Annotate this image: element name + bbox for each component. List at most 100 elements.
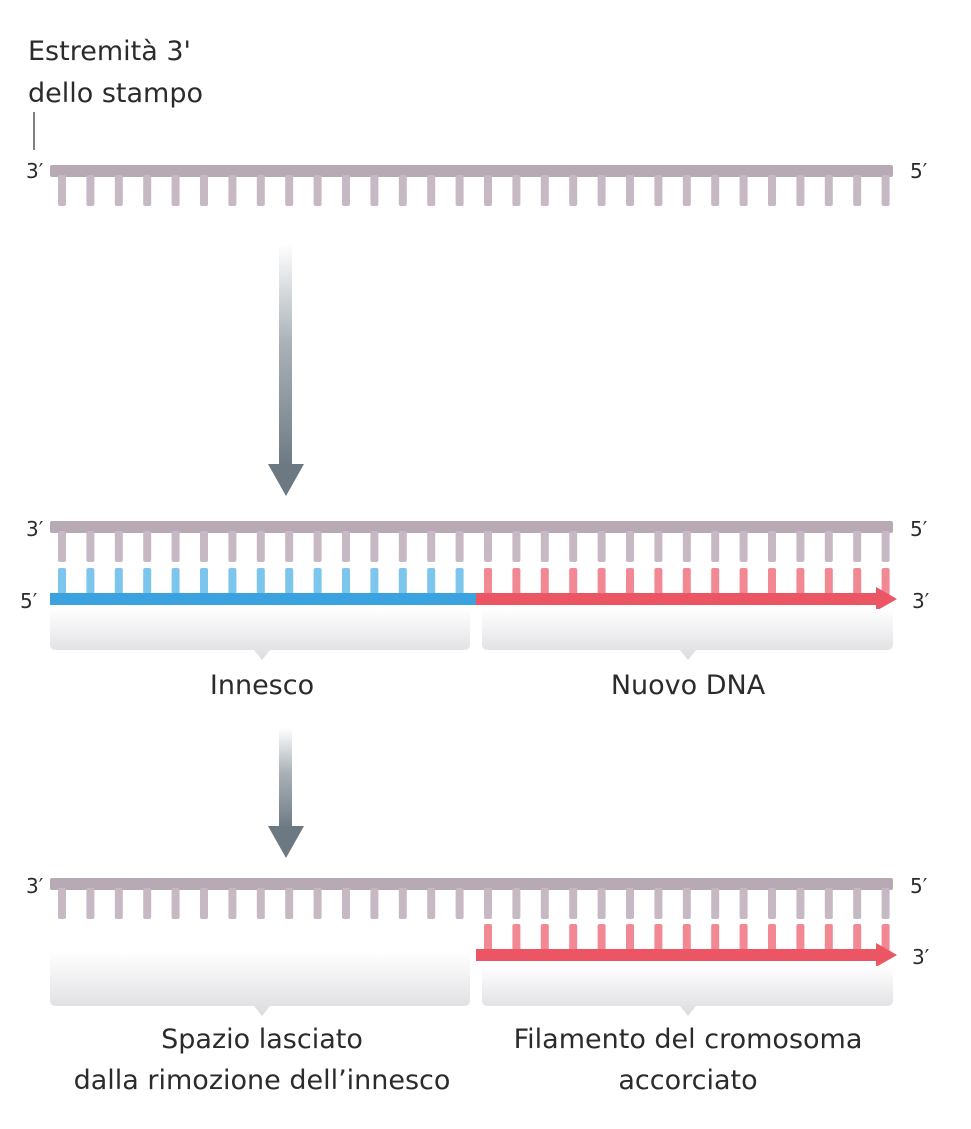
template-base — [228, 175, 237, 206]
template-base — [370, 175, 379, 206]
template-teeth — [58, 888, 890, 919]
primer-strand — [50, 593, 476, 605]
end-label-5prime: 5′ — [910, 517, 928, 541]
template-base — [569, 531, 578, 562]
gap-label-line1: Spazio lasciato — [161, 1024, 363, 1055]
template-base — [285, 175, 294, 206]
primer-base — [58, 568, 66, 596]
stage-1: 3′ 5′ — [26, 159, 928, 206]
template-base — [58, 888, 66, 919]
gap-label-line2: dalla rimozione dell’innesco — [74, 1065, 451, 1096]
new-dna-base — [682, 568, 691, 596]
end-label-5prime: 5′ — [910, 159, 928, 183]
template-base — [455, 175, 464, 206]
primer-base — [313, 568, 322, 596]
new-dna-base — [768, 924, 776, 952]
template-base — [597, 175, 606, 206]
template-base — [853, 888, 862, 919]
new-dna-base — [484, 924, 492, 952]
template-base — [398, 888, 407, 919]
new-dna-base — [824, 568, 833, 596]
template-base — [768, 888, 776, 919]
down-arrow-1 — [268, 244, 304, 496]
new-dna-base — [597, 568, 606, 596]
new-dna-base — [853, 924, 862, 952]
new-dna-base — [824, 924, 833, 952]
template-base — [313, 175, 322, 206]
new-dna-arrowhead — [876, 587, 897, 611]
template-strand — [50, 165, 893, 177]
template-base — [313, 531, 322, 562]
template-base — [626, 531, 634, 562]
new-dna-bracket — [482, 609, 893, 660]
template-base — [484, 531, 492, 562]
template-base — [455, 531, 464, 562]
template-base — [824, 888, 833, 919]
primer-base — [114, 568, 123, 596]
template-strand — [50, 521, 893, 533]
template-base — [796, 888, 805, 919]
template-base — [768, 531, 776, 562]
template-base — [654, 531, 663, 562]
template-base — [171, 175, 180, 206]
template-base — [540, 531, 549, 562]
stage-2: 3′ 5′ 5′ 3′ Innesco Nuovo DNA — [20, 517, 930, 701]
primer-base — [228, 568, 237, 596]
new-dna-base — [626, 924, 634, 952]
template-base — [824, 531, 833, 562]
template-base — [114, 888, 123, 919]
template-base — [285, 531, 294, 562]
template-base — [626, 888, 634, 919]
template-base — [682, 888, 691, 919]
template-base — [228, 888, 237, 919]
new-dna-base — [682, 924, 691, 952]
end-label-3prime: 3′ — [912, 589, 930, 613]
template-base — [256, 888, 265, 919]
new-dna-base — [739, 924, 748, 952]
template-base — [711, 531, 720, 562]
template-end-title-line1: Estremità 3' — [28, 36, 191, 67]
new-dna-base — [711, 924, 720, 952]
end-label-5prime: 5′ — [20, 589, 38, 613]
template-base — [853, 175, 862, 206]
template-base — [171, 888, 180, 919]
primer-teeth — [58, 568, 464, 596]
template-base — [313, 888, 322, 919]
template-base — [256, 175, 265, 206]
template-base — [86, 888, 95, 919]
template-base — [398, 531, 407, 562]
new-dna-strand — [476, 949, 878, 961]
template-base — [342, 531, 350, 562]
template-base — [711, 175, 720, 206]
end-label-3prime: 3′ — [26, 874, 44, 898]
template-base — [796, 531, 805, 562]
template-base — [228, 531, 237, 562]
new-dna-base — [626, 568, 634, 596]
primer-base — [256, 568, 265, 596]
template-base — [370, 888, 379, 919]
end-label-3prime: 3′ — [26, 159, 44, 183]
template-base — [512, 175, 521, 206]
template-base — [654, 175, 663, 206]
new-dna-base — [739, 568, 748, 596]
end-label-3prime: 3′ — [912, 945, 930, 969]
template-base — [58, 175, 66, 206]
template-base — [853, 531, 862, 562]
new-dna-base — [768, 568, 776, 596]
template-teeth — [58, 175, 890, 206]
down-arrow-2 — [268, 728, 304, 858]
new-dna-base — [796, 568, 805, 596]
new-dna-base — [796, 924, 805, 952]
template-base — [626, 175, 634, 206]
primer-bracket — [50, 609, 470, 660]
template-base — [342, 888, 350, 919]
template-base — [484, 888, 492, 919]
new-dna-arrowhead — [876, 943, 897, 967]
template-base — [200, 888, 208, 919]
primer-base — [86, 568, 95, 596]
new-dna-base — [484, 568, 492, 596]
template-base — [114, 531, 123, 562]
template-base — [569, 888, 578, 919]
primer-base — [342, 568, 350, 596]
new-dna-base — [654, 924, 663, 952]
